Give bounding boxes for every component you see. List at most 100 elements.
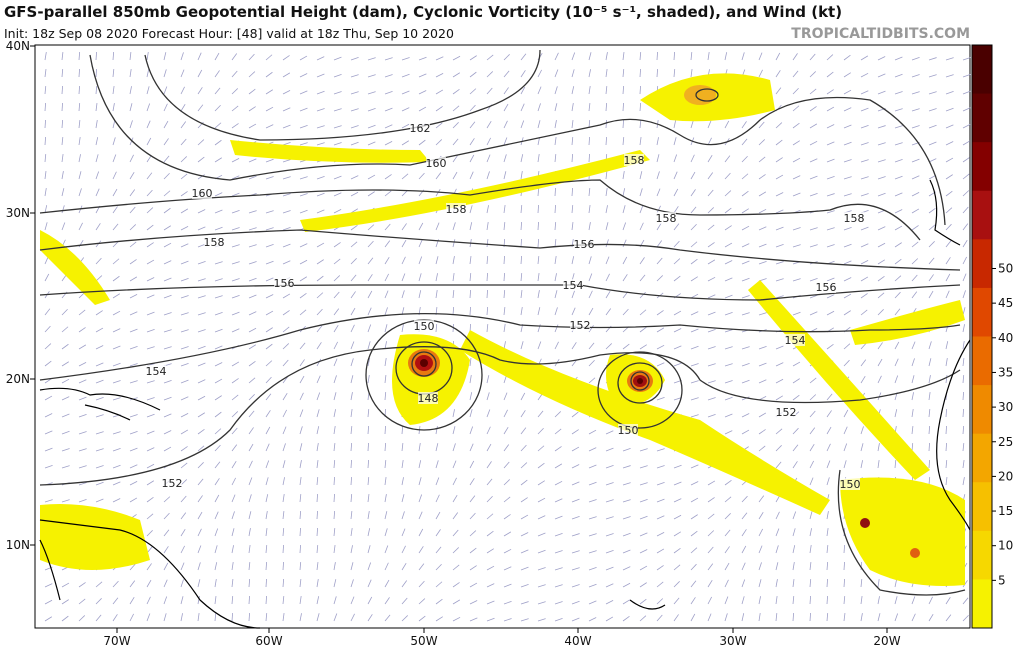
wind-barb [622, 274, 628, 282]
wind-barb [894, 159, 903, 163]
wind-barb [826, 443, 831, 452]
wind-barb [112, 481, 121, 486]
wind-barb [333, 528, 336, 537]
wind-barb [758, 379, 767, 384]
wind-barb [656, 362, 665, 367]
wind-barb [231, 477, 236, 486]
wind-barb [44, 395, 53, 401]
wind-barb [299, 510, 302, 520]
wind-barb [894, 73, 903, 78]
wind-barb [639, 102, 642, 112]
wind-barb [928, 442, 930, 452]
wind-barb [571, 256, 575, 265]
wind-barb [622, 102, 624, 112]
wind-barb [537, 204, 539, 214]
wind-barb [231, 427, 238, 435]
wind-barb [962, 341, 965, 350]
wind-barb [418, 106, 427, 112]
wind-barb [537, 445, 545, 452]
wind-barb [418, 222, 424, 231]
wind-barb [520, 444, 527, 452]
wind-barb [639, 222, 644, 231]
wind-barb [197, 52, 202, 61]
wind-barb [401, 545, 406, 554]
wind-barb [758, 121, 765, 129]
wind-barb [860, 243, 869, 248]
wind-barb [282, 460, 286, 469]
wind-barb [809, 477, 814, 486]
wind-barb [214, 596, 217, 605]
wind-barb [843, 460, 847, 469]
wind-barb [486, 617, 495, 622]
wind-barb [469, 392, 473, 401]
wind-barb [78, 171, 82, 180]
wind-barb [741, 173, 749, 180]
lat-label: 40N [6, 39, 30, 53]
wind-barb [928, 158, 937, 163]
wind-barb [707, 242, 715, 248]
wind-barb [95, 275, 103, 282]
wind-barb [316, 56, 325, 61]
wind-barb [520, 53, 527, 61]
coastlines [39, 179, 971, 629]
wind-barb [809, 192, 818, 197]
wind-barb [843, 89, 852, 95]
wind-barb [758, 596, 761, 605]
wind-barb [486, 392, 490, 401]
wind-barb [707, 546, 714, 554]
wind-barb [129, 189, 136, 197]
wind-barb [214, 295, 223, 299]
wind-barb [656, 548, 665, 554]
wind-barb [588, 103, 591, 112]
wind-barb [741, 512, 748, 520]
wind-barb [350, 175, 359, 180]
wind-barb [962, 173, 970, 180]
wind-barb [809, 612, 811, 622]
wind-barb [537, 120, 541, 129]
wind-barb [622, 599, 631, 605]
wind-barb [333, 308, 340, 316]
wind-barb [248, 427, 254, 435]
wind-barb [503, 531, 512, 537]
wind-barb [316, 392, 321, 401]
wind-barb [248, 494, 252, 503]
wind-barb [877, 242, 886, 248]
wind-barb [503, 120, 508, 129]
wind-barb [214, 378, 223, 384]
contour-label: 150 [840, 478, 861, 491]
wind-barb [180, 243, 189, 248]
wind-barb [265, 443, 270, 452]
wind-barb [605, 205, 608, 214]
wind-barb [163, 346, 172, 350]
contour-label: 158 [624, 154, 645, 167]
wind-barb [894, 225, 903, 231]
wind-barb [503, 103, 509, 112]
wind-barb [860, 596, 863, 605]
wind-barb [639, 598, 647, 605]
wind-barb [486, 548, 494, 554]
wind-barb [809, 140, 818, 146]
wind-barb [724, 613, 728, 622]
wind-barb [503, 392, 508, 401]
wind-barb [639, 448, 648, 452]
wind-barb [350, 324, 355, 333]
wind-barb [401, 256, 406, 265]
wind-barb [469, 138, 475, 146]
wind-barb [469, 530, 477, 537]
wind-barb [809, 377, 817, 384]
wind-barb [163, 329, 172, 333]
wind-barb [44, 205, 48, 214]
wind-barb [248, 477, 253, 486]
wind-barb [571, 222, 574, 231]
wind-barb [231, 378, 239, 384]
wind-barb [299, 209, 308, 214]
wind-barb [401, 443, 404, 452]
wind-barb [61, 413, 70, 418]
wind-barb [265, 528, 268, 537]
wind-barb [741, 429, 750, 435]
wind-barb [605, 290, 611, 299]
wind-barb [248, 394, 255, 401]
wind-barb [928, 613, 934, 622]
wind-barb [333, 596, 337, 605]
wind-barb [537, 567, 546, 571]
